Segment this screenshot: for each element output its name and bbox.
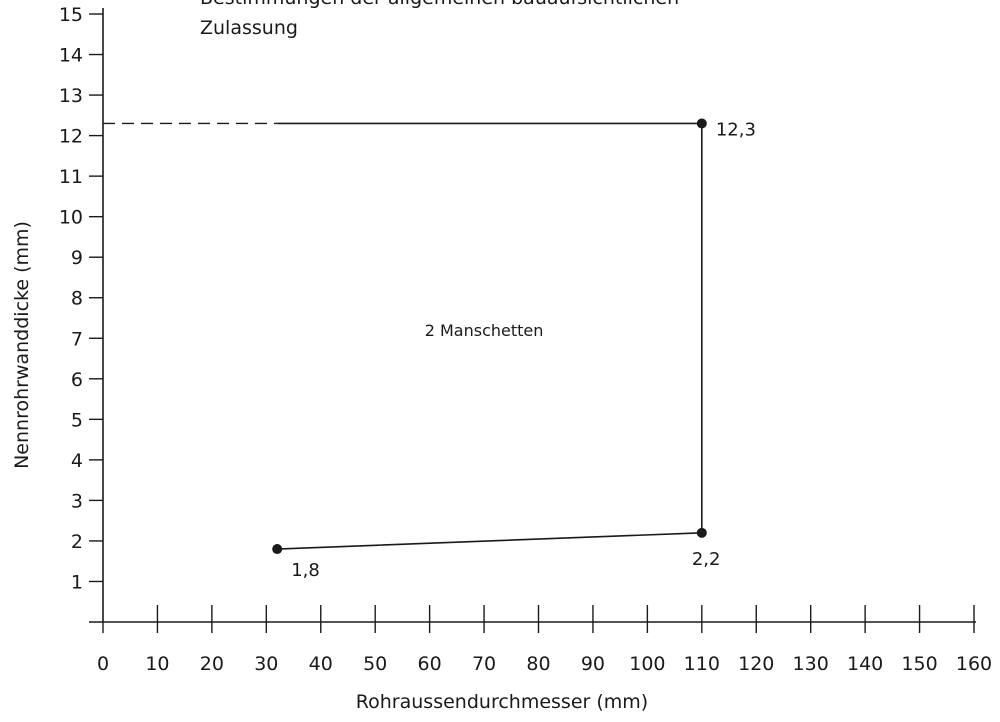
y-tick-label: 6 [71, 369, 83, 391]
data-point [272, 544, 283, 555]
y-tick-label: 1 [71, 571, 83, 593]
y-tick-label: 11 [59, 166, 83, 188]
x-tick-label: 150 [901, 653, 937, 675]
x-tick-label: 140 [847, 653, 883, 675]
x-tick-label: 110 [684, 653, 720, 675]
x-tick-label: 90 [581, 653, 605, 675]
y-tick-label: 8 [71, 288, 83, 310]
data-point-label: 2,2 [692, 549, 721, 570]
x-tick-label: 50 [363, 653, 387, 675]
data-point-label: 1,8 [291, 560, 320, 581]
x-tick-label: 60 [418, 653, 442, 675]
data-point [696, 527, 707, 538]
data-point [696, 118, 707, 129]
x-tick-label: 40 [309, 653, 333, 675]
y-tick-label: 5 [71, 409, 83, 431]
y-tick-label: 10 [59, 207, 83, 229]
chart-title-line: Bestimmungen der allgemeinen bauaufsicht… [200, 0, 679, 9]
x-tick-label: 80 [526, 653, 550, 675]
x-axis-label: Rohraussendurchmesser (mm) [356, 691, 648, 713]
y-tick-label: 9 [71, 247, 83, 269]
x-tick-label: 10 [145, 653, 169, 675]
x-tick-label: 160 [956, 653, 992, 675]
y-tick-label: 2 [71, 531, 83, 553]
x-tick-label: 130 [793, 653, 829, 675]
x-tick-label: 20 [200, 653, 224, 675]
region-label: 2 Manschetten [425, 321, 544, 340]
y-tick-label: 15 [59, 4, 83, 26]
y-tick-label: 14 [59, 45, 83, 67]
data-point-label: 12,3 [716, 119, 756, 140]
chart-title: Bestimmungen der allgemeinen bauaufsicht… [200, 0, 679, 39]
plot-area: 1,8 2,2 12,3 2 Manschetten [103, 118, 756, 581]
y-tick-label: 3 [71, 490, 83, 512]
x-tick-label: 0 [97, 653, 109, 675]
x-axis-ticks: 0 10 20 30 40 50 60 70 80 90 100 110 120 130 140 150 160 [97, 605, 992, 675]
x-tick-label: 120 [738, 653, 774, 675]
y-tick-label: 12 [59, 126, 83, 148]
y-tick-label: 13 [59, 85, 83, 107]
x-tick-label: 30 [254, 653, 278, 675]
y-axis-label: Nennrohrwanddicke (mm) [11, 221, 33, 469]
y-tick-label: 4 [71, 450, 83, 472]
chart-title-line: Zulassung [200, 17, 298, 39]
x-tick-label: 70 [472, 653, 496, 675]
x-tick-label: 100 [629, 653, 665, 675]
axes [89, 8, 976, 623]
y-tick-label: 7 [71, 328, 83, 350]
